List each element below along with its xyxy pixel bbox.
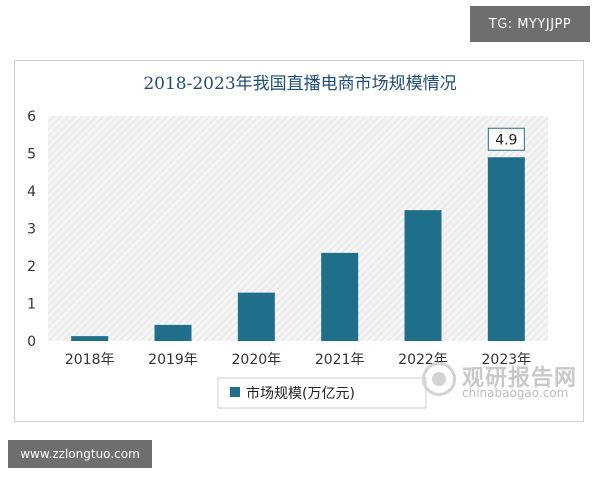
bars [71, 157, 525, 341]
plot-area [48, 116, 548, 341]
x-axis: 2018年 2019年 2020年 2021年 2022年 2023年 [65, 352, 531, 368]
y-tick-label: 3 [27, 222, 36, 238]
y-tick-label: 5 [27, 147, 36, 163]
bar[interactable] [487, 157, 525, 341]
bar[interactable] [237, 292, 275, 341]
x-tick-label: 2019年 [148, 352, 198, 368]
y-tick-label: 0 [27, 334, 36, 350]
y-tick-label: 4 [27, 184, 36, 200]
legend-swatch [230, 387, 240, 397]
source-watermark-cn: 观研报告网 [462, 366, 578, 391]
data-label: 4.9 [495, 132, 517, 148]
source-logo-icon [422, 362, 456, 396]
bar[interactable] [154, 324, 192, 341]
bar[interactable] [404, 210, 442, 341]
watermark-top: TG: MYYJJPP [470, 6, 590, 42]
x-tick-label: 2021年 [315, 352, 365, 368]
x-tick-label: 2020年 [232, 352, 282, 368]
legend-box [217, 377, 427, 409]
source-watermark: 观研报告网 chinabaogao.com [418, 356, 578, 404]
x-tick-label: 2018年 [65, 352, 115, 368]
bar[interactable] [321, 252, 359, 341]
y-tick-label: 6 [27, 109, 36, 125]
bar[interactable] [71, 336, 109, 341]
data-label-box [487, 127, 525, 151]
x-tick-label: 2023年 [482, 352, 532, 368]
watermark-bottom: www.zzlongtuo.com [8, 440, 152, 468]
legend[interactable]: 市场规模(万亿元) [217, 377, 427, 409]
legend-label: 市场规模(万亿元) [246, 385, 355, 402]
source-watermark-en: chinabaogao.com [462, 386, 569, 400]
y-axis: 0 1 2 3 4 5 6 [27, 109, 36, 350]
y-tick-label: 2 [27, 259, 36, 275]
y-tick-label: 1 [27, 297, 36, 313]
chart-title: 2018-2023年我国直播电商市场规模情况 [143, 74, 456, 94]
data-labels: 4.9 [487, 127, 525, 151]
